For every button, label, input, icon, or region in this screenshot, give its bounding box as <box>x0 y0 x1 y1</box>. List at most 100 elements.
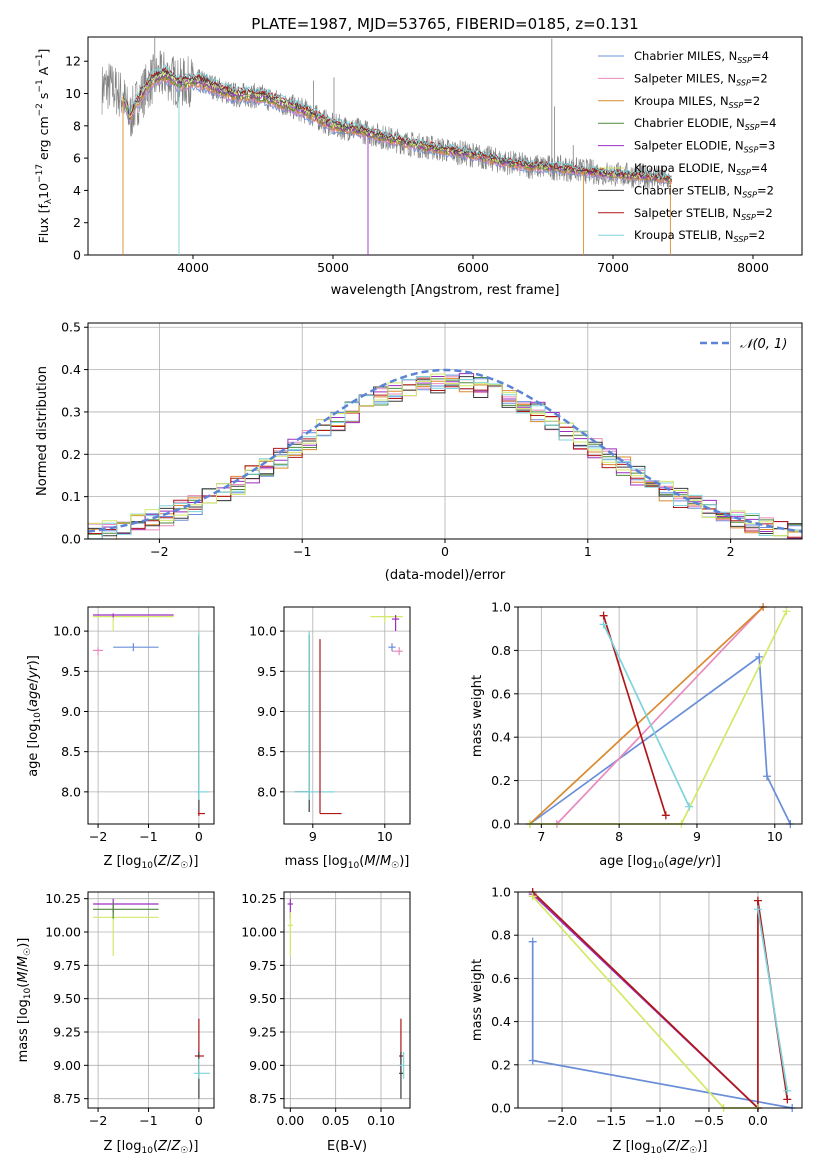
weight-line-8 <box>757 909 789 1091</box>
x-tick-label: 10 <box>767 829 783 844</box>
y-tick-label: 8 <box>73 118 81 133</box>
x-tick-label: 4000 <box>177 260 209 275</box>
x-tick-label: 0.05 <box>322 1113 350 1128</box>
spectrum-plot-area <box>101 37 673 255</box>
weight-marker <box>528 1056 537 1065</box>
y-tick-label: 0.4 <box>491 1014 511 1029</box>
residual-panel: −2 −1 0 1 2 0.0 0.1 0.2 0.3 0.4 0.5 (data-model)/… <box>35 320 803 583</box>
weight-marker <box>599 611 608 620</box>
x-tick-label: 8 <box>615 829 623 844</box>
x-tick-label: −1.0 <box>645 1113 675 1128</box>
y-tick-label: 0.4 <box>61 362 81 377</box>
mass-vs-Z-y-ticks: 8.75 9.00 9.25 9.50 9.75 10.00 10.25 <box>45 891 88 1106</box>
y-tick-label: 10.00 <box>45 925 81 940</box>
x-tick-label: 2 <box>727 544 735 559</box>
x-tick-label: 0.10 <box>367 1113 395 1128</box>
y-tick-label: 9.50 <box>53 991 81 1006</box>
age-vs-mass-x-label: mass [log10(M/M☉)] <box>285 854 410 871</box>
legend-entry: Chabrier ELODIE, NSSP=4 <box>634 116 776 132</box>
y-tick-label: 8.75 <box>53 1091 81 1106</box>
age-vs-Z-x-ticks: −2 −1 0 <box>89 824 203 844</box>
weight-marker <box>661 811 670 820</box>
model-spectrum-5 <box>122 70 673 181</box>
y-tick-label: 8.5 <box>61 744 81 759</box>
weight-vs-Z-x-ticks: −2.0 −1.5 −1.0 −0.5 0.0 <box>547 1108 768 1128</box>
y-tick-label: 8.5 <box>257 744 277 759</box>
weight-vs-Z-y-label: mass weight <box>470 959 485 1041</box>
y-tick-label: 9.5 <box>61 664 81 679</box>
age-vs-mass-axes <box>283 606 411 825</box>
y-tick-label: 0.2 <box>491 1057 511 1072</box>
spectrum-legend: Chabrier MILES, NSSP=4 Salpeter MILES, NS… <box>598 49 776 244</box>
mass-vs-EBV-y-ticks: 8.75 9.00 9.25 9.50 9.75 10.00 10.25 <box>241 891 284 1106</box>
legend-entry: Salpeter ELODIE, NSSP=3 <box>634 139 775 155</box>
weight-marker <box>685 802 694 811</box>
weight-vs-age-axes <box>517 606 803 825</box>
weight-marker <box>528 892 537 901</box>
y-tick-label: 9.25 <box>53 1025 81 1040</box>
x-tick-label: 7 <box>537 829 545 844</box>
legend-entry: Salpeter MILES, NSSP=2 <box>634 71 768 87</box>
y-tick-label: 10.0 <box>53 624 81 639</box>
weight-vs-age-plot <box>525 603 795 828</box>
y-tick-label: 8.0 <box>61 784 81 799</box>
x-tick-label: −1 <box>139 1113 157 1128</box>
y-tick-label: 0.6 <box>491 686 511 701</box>
weight-vs-age-x-label: age [log10(age/yr)] <box>599 854 721 871</box>
residual-x-ticks: −2 −1 0 1 2 <box>150 539 735 559</box>
weight-vs-Z-panel: −2.0 −1.5 −1.0 −0.5 0.0 0.0 0.2 0.4 0.6 0.8 1.0 Z… <box>470 885 803 1156</box>
mass-vs-Z-grid <box>88 892 214 1108</box>
age-vs-Z-panel: −2 −1 0 8.0 8.5 9.0 9.5 10.0 Z [log10(Z/Z☉)] a… <box>26 606 215 871</box>
mass-y-label: mass [log10(M/M☉)] <box>16 938 33 1063</box>
residual-x-label: (data-model)/error <box>385 568 506 583</box>
age-vs-Z-plot <box>93 613 209 816</box>
age-vs-Z-grid <box>88 607 214 824</box>
x-tick-label: 9 <box>309 829 317 844</box>
x-tick-label: −2 <box>89 829 107 844</box>
y-tick-label: 0.3 <box>61 404 81 419</box>
y-tick-label: 0 <box>73 248 81 263</box>
mass-vs-EBV-x-ticks: 0.00 0.05 0.10 <box>276 1108 395 1128</box>
y-tick-label: 0.8 <box>491 928 511 943</box>
spectrum-x-label: wavelength [Angstrom, rest frame] <box>331 283 560 298</box>
y-tick-label: 9.50 <box>249 991 277 1006</box>
x-tick-label: 1 <box>584 544 592 559</box>
y-tick-label: 9.5 <box>257 664 277 679</box>
y-tick-label: 2 <box>73 215 81 230</box>
weight-line-1 <box>556 606 764 825</box>
figure-title: PLATE=1987, MJD=53765, FIBERID=0185, z=0… <box>251 15 638 33</box>
y-tick-label: 10.0 <box>249 624 277 639</box>
x-tick-label: −2 <box>89 1113 107 1128</box>
weight-vs-Z-y-ticks: 0.0 0.2 0.4 0.6 0.8 1.0 <box>491 885 518 1116</box>
y-tick-label: 0.0 <box>491 1101 511 1116</box>
mass-vs-EBV-axes <box>283 891 411 1109</box>
weight-line-0 <box>529 655 792 825</box>
x-tick-label: 9 <box>693 829 701 844</box>
weight-vs-age-panel: 7 8 9 10 0.0 0.2 0.4 0.6 0.8 1.0 age [log10(age/… <box>470 600 803 871</box>
age-vs-mass-plot <box>294 615 403 815</box>
age-vs-mass-x-ticks: 9 10 <box>309 824 393 844</box>
age-vs-Z-axes <box>87 606 215 825</box>
normal-legend-label: 𝒩(0, 1) <box>740 337 787 352</box>
x-tick-label: −1 <box>139 829 157 844</box>
legend-entry: Chabrier MILES, NSSP=4 <box>634 49 769 65</box>
x-tick-label: 10 <box>377 829 393 844</box>
residual-y-label: Normed distribution <box>35 366 50 496</box>
y-tick-label: 0.6 <box>491 971 511 986</box>
y-tick-label: 9.75 <box>249 958 277 973</box>
x-tick-label: −2.0 <box>547 1113 577 1128</box>
weight-marker <box>783 1095 792 1104</box>
y-tick-label: 1.0 <box>491 885 511 900</box>
weight-line-0 <box>531 941 793 1109</box>
x-tick-label: 7000 <box>597 260 629 275</box>
y-tick-label: 6 <box>73 151 81 166</box>
y-tick-label: 9.25 <box>249 1025 277 1040</box>
weight_vs_Z-series <box>528 888 797 1112</box>
weight-marker <box>762 772 771 781</box>
legend-entry: Kroupa MILES, NSSP=2 <box>634 94 760 110</box>
mass-vs-Z-axes <box>87 891 215 1109</box>
weight-marker <box>782 607 791 616</box>
x-tick-label: −1.5 <box>596 1113 626 1128</box>
x-tick-label: 6000 <box>457 260 489 275</box>
x-tick-label: 8000 <box>737 260 769 275</box>
